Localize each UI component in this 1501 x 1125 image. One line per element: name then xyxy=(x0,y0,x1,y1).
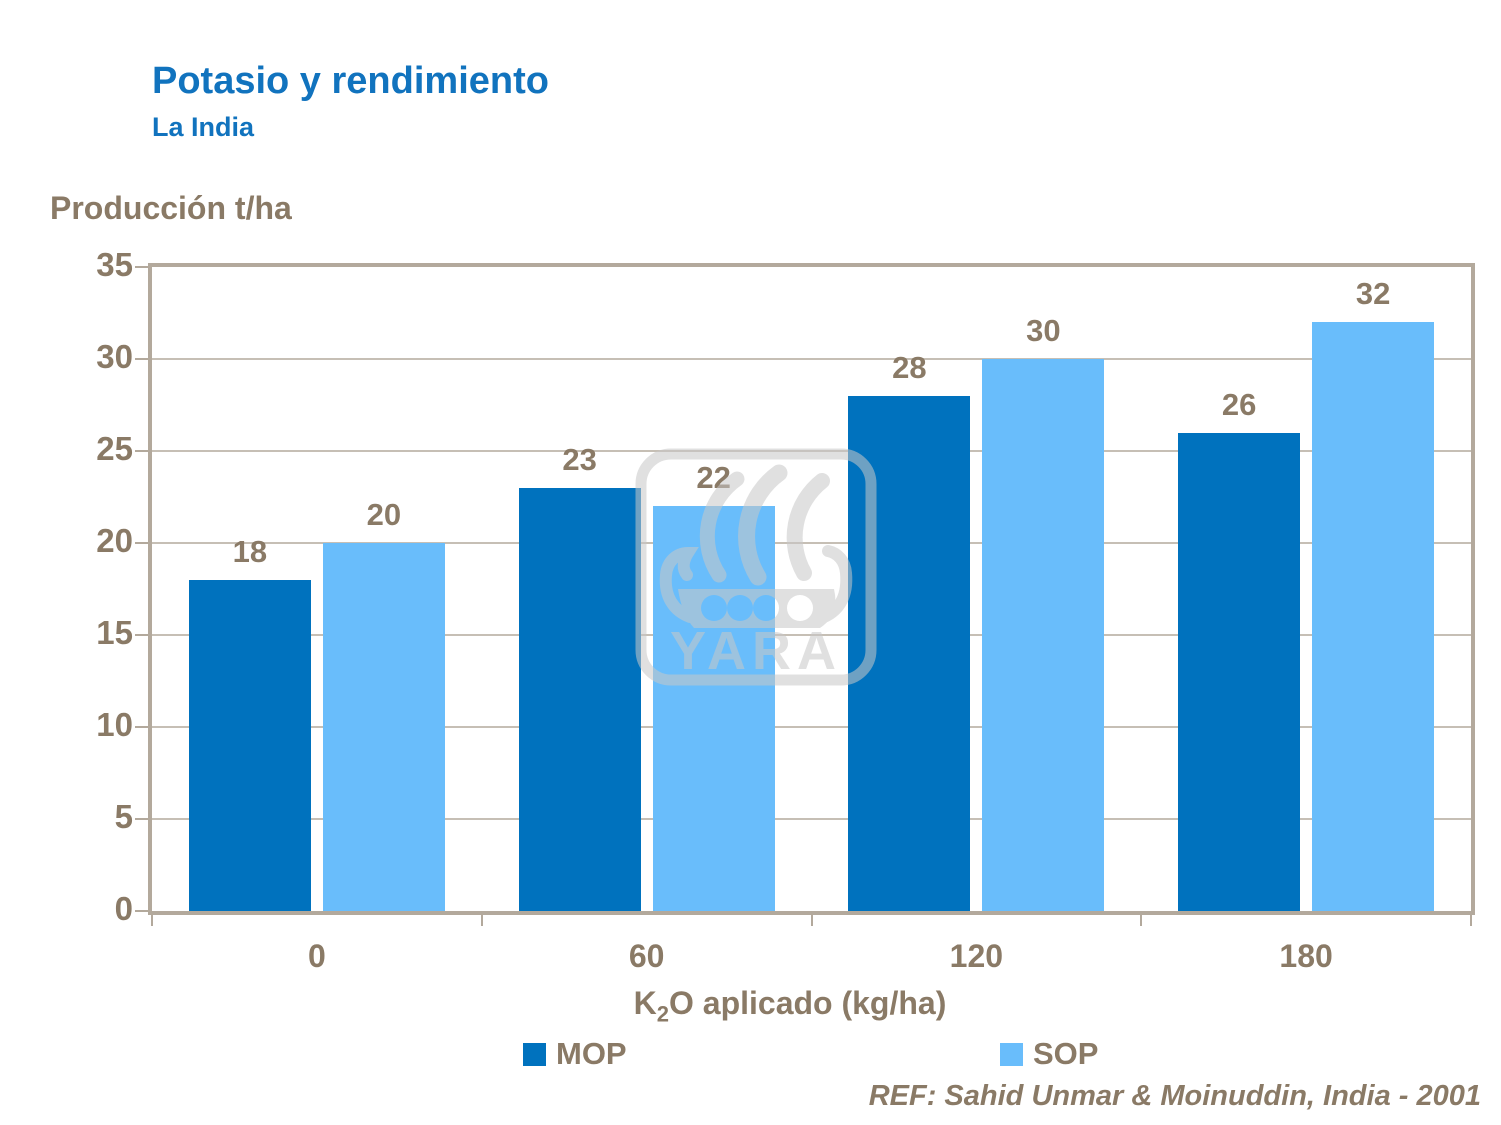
x-axis-title-sub: 2 xyxy=(656,1001,669,1027)
mop-swatch-icon xyxy=(523,1042,546,1066)
bar-sop-180 xyxy=(1312,322,1435,911)
x-tick-mark-0 xyxy=(151,913,153,926)
x-axis-title-base: K xyxy=(633,985,657,1021)
x-tick-label-180: 180 xyxy=(1279,938,1333,974)
plot-area: 18 20 23 22 28 30 26 32 xyxy=(148,263,1475,915)
bar-value-sop-0: 20 xyxy=(366,497,402,532)
bar-mop-180 xyxy=(1178,432,1301,911)
y-tick-mark-15 xyxy=(135,634,148,636)
x-tick-label-60: 60 xyxy=(628,938,665,974)
reference-text: REF: Sahid Unmar & Moinuddin, India - 20… xyxy=(868,1080,1481,1112)
chart-title: Potasio y rendimiento xyxy=(152,60,549,102)
chart-subtitle: La India xyxy=(152,112,255,142)
gridline-5 xyxy=(152,818,1471,820)
y-tick-mark-35 xyxy=(135,266,148,268)
y-tick-label-0: 0 xyxy=(114,890,133,927)
x-tick-mark-4 xyxy=(1470,913,1472,926)
bar-sop-60 xyxy=(652,506,775,911)
bar-mop-0 xyxy=(188,579,311,911)
bar-sop-0 xyxy=(322,543,445,911)
legend-label-mop: MOP xyxy=(556,1036,627,1071)
y-tick-label-30: 30 xyxy=(96,338,133,375)
x-tick-mark-2 xyxy=(810,913,813,926)
x-tick-label-0: 0 xyxy=(307,938,326,974)
y-tick-label-15: 15 xyxy=(96,614,133,651)
bar-value-mop-60: 23 xyxy=(562,441,597,477)
x-tick-label-120: 120 xyxy=(949,938,1004,974)
sop-swatch-icon xyxy=(1000,1042,1023,1066)
bar-mop-60 xyxy=(518,487,641,911)
bar-mop-120 xyxy=(848,395,971,911)
y-tick-label-35: 35 xyxy=(96,246,133,283)
y-tick-mark-30 xyxy=(135,358,148,360)
legend-item-mop: MOP xyxy=(523,1036,627,1072)
y-tick-mark-0 xyxy=(135,910,148,912)
bar-value-mop-120: 28 xyxy=(892,349,927,385)
y-tick-mark-10 xyxy=(135,726,148,728)
y-tick-label-20: 20 xyxy=(96,522,133,559)
gridline-10 xyxy=(152,726,1471,728)
y-tick-label-10: 10 xyxy=(96,706,133,743)
x-tick-mark-1 xyxy=(480,913,483,926)
x-tick-mark-3 xyxy=(1140,913,1143,926)
y-tick-mark-20 xyxy=(135,542,148,544)
y-tick-mark-25 xyxy=(135,450,148,452)
bar-sop-120 xyxy=(982,359,1105,911)
legend-label-sop: SOP xyxy=(1033,1036,1099,1071)
y-tick-label-25: 25 xyxy=(96,430,133,467)
legend-item-sop: SOP xyxy=(1000,1036,1098,1072)
y-tick-mark-5 xyxy=(135,818,148,820)
y-axis-title: Producción t/ha xyxy=(50,190,292,226)
x-axis-title-rest: O aplicado (kg/ha) xyxy=(668,985,947,1021)
plot-inner: 18 20 23 22 28 30 26 32 xyxy=(152,267,1471,911)
bar-value-sop-120: 30 xyxy=(1026,313,1061,348)
gridline-30 xyxy=(152,358,1471,360)
bar-value-sop-180: 32 xyxy=(1355,276,1391,312)
bar-value-mop-180: 26 xyxy=(1221,386,1257,422)
y-tick-label-5: 5 xyxy=(114,798,133,835)
x-axis-title: K2O aplicado (kg/ha) xyxy=(148,985,1432,1027)
bar-value-sop-60: 22 xyxy=(696,460,731,496)
bar-value-mop-0: 18 xyxy=(232,533,268,569)
